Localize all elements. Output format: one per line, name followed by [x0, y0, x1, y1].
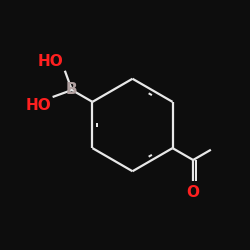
Text: HO: HO: [38, 54, 64, 70]
Text: HO: HO: [26, 98, 51, 113]
Text: O: O: [186, 185, 200, 200]
Text: B: B: [66, 82, 78, 98]
